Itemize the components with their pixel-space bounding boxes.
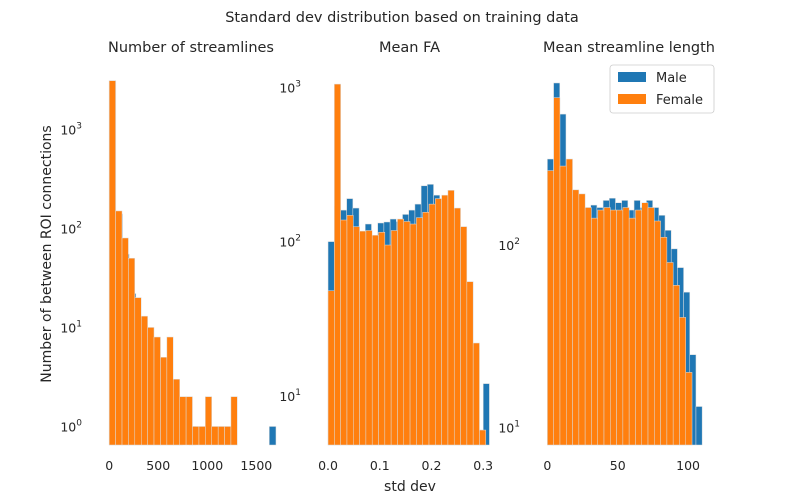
- bar-female-number-of-streamlines: [115, 210, 123, 446]
- x-axis-label: std dev: [384, 479, 436, 495]
- bar-female-mean-streamline-length: [641, 202, 649, 446]
- bar-female-mean-streamline-length: [660, 236, 668, 446]
- bar-female-mean-fa: [327, 290, 335, 446]
- bar-female-number-of-streamlines: [141, 315, 148, 446]
- bar-female-mean-fa: [403, 221, 411, 446]
- legend-swatch-female: [618, 94, 646, 104]
- x-tick-label-mean-streamline-length: 50: [610, 458, 626, 473]
- bar-female-mean-streamline-length: [679, 317, 686, 446]
- bar-female-mean-fa: [435, 198, 442, 446]
- x-tick-label-number-of-streamlines: 1000: [191, 458, 223, 473]
- panel-title-mean-streamline-length: Mean streamline length: [543, 40, 715, 56]
- bar-female-mean-fa: [416, 217, 423, 446]
- bar-female-mean-fa: [334, 83, 341, 446]
- bar-female-mean-streamline-length: [566, 158, 573, 446]
- legend: Male Female: [609, 64, 715, 114]
- bar-female-mean-fa: [384, 244, 392, 446]
- x-tick-label-mean-streamline-length: 0: [543, 458, 551, 473]
- bar-female-mean-streamline-length: [559, 165, 567, 446]
- panel-title-mean-fa: Mean FA: [379, 40, 440, 56]
- bar-female-number-of-streamlines: [166, 336, 174, 446]
- bar-female-mean-fa: [472, 342, 480, 446]
- bar-female-number-of-streamlines: [128, 257, 136, 446]
- bar-female-number-of-streamlines: [224, 426, 232, 446]
- bar-female-mean-fa: [441, 194, 449, 446]
- bar-female-mean-streamline-length: [647, 207, 655, 446]
- bar-female-number-of-streamlines: [153, 336, 161, 446]
- y-axis-label: Number of between ROI connections: [39, 125, 55, 382]
- figure-suptitle: Standard dev distribution based on train…: [225, 10, 579, 26]
- bar-female-number-of-streamlines: [147, 327, 155, 446]
- bar-female-mean-streamline-length: [622, 207, 630, 446]
- bar-female-mean-streamline-length: [635, 209, 642, 446]
- bar-female-number-of-streamlines: [185, 396, 193, 446]
- bar-female-number-of-streamlines: [192, 426, 200, 446]
- bar-male-number-of-streamlines: [269, 426, 277, 446]
- bar-female-mean-streamline-length: [616, 209, 624, 446]
- bar-female-number-of-streamlines: [217, 426, 225, 446]
- bar-female-number-of-streamlines: [172, 378, 180, 446]
- x-tick-label-mean-fa: 0.0: [318, 458, 338, 473]
- bar-female-number-of-streamlines: [160, 356, 168, 446]
- bar-female-mean-fa: [340, 219, 348, 446]
- bar-female-number-of-streamlines: [211, 426, 219, 446]
- x-tick-label-number-of-streamlines: 500: [146, 458, 170, 473]
- bar-female-mean-streamline-length: [654, 220, 661, 446]
- bar-female-number-of-streamlines: [205, 396, 212, 446]
- bar-female-number-of-streamlines: [179, 396, 187, 446]
- bar-male-mean-fa: [482, 383, 490, 446]
- bar-female-mean-streamline-length: [572, 189, 580, 446]
- x-tick-label-number-of-streamlines: 0: [105, 458, 113, 473]
- bar-female-mean-streamline-length: [672, 285, 680, 446]
- bar-female-mean-streamline-length: [553, 97, 561, 446]
- bar-female-mean-fa: [353, 226, 360, 446]
- bar-female-mean-streamline-length: [584, 207, 592, 446]
- bar-female-number-of-streamlines: [134, 297, 142, 446]
- bar-female-number-of-streamlines: [108, 80, 116, 446]
- bar-female-mean-streamline-length: [603, 207, 611, 446]
- bar-female-mean-streamline-length: [591, 217, 598, 446]
- bar-female-mean-streamline-length: [610, 209, 617, 446]
- bar-female-number-of-streamlines: [230, 396, 238, 446]
- bar-female-mean-fa: [428, 203, 436, 446]
- bar-male-mean-streamline-length: [695, 406, 703, 446]
- legend-label-male: Male: [656, 71, 687, 86]
- bar-female-mean-streamline-length: [666, 262, 674, 446]
- legend-swatch-male: [618, 72, 646, 82]
- bar-female-mean-streamline-length: [628, 217, 636, 446]
- x-tick-label-mean-fa: 0.2: [422, 458, 442, 473]
- legend-label-female: Female: [656, 93, 703, 108]
- bar-female-mean-fa: [359, 230, 367, 446]
- bar-female-mean-fa: [371, 234, 379, 446]
- bar-female-mean-fa: [346, 215, 354, 446]
- bar-female-mean-fa: [479, 429, 487, 446]
- bar-female-mean-streamline-length: [685, 372, 693, 446]
- bar-female-mean-fa: [460, 226, 468, 446]
- x-tick-label-mean-streamline-length: 100: [676, 458, 700, 473]
- bar-female-mean-fa: [365, 230, 373, 446]
- bar-female-number-of-streamlines: [121, 237, 129, 446]
- x-tick-label-mean-fa: 0.3: [473, 458, 493, 473]
- bar-female-mean-fa: [466, 281, 474, 446]
- bar-female-mean-streamline-length: [547, 170, 554, 446]
- panel-title-number-of-streamlines: Number of streamlines: [108, 40, 274, 56]
- bar-female-number-of-streamlines: [198, 426, 206, 446]
- bar-female-mean-fa: [422, 211, 430, 446]
- bar-female-mean-fa: [378, 231, 386, 446]
- x-tick-label-mean-fa: 0.1: [370, 458, 390, 473]
- bar-female-mean-fa: [390, 230, 398, 446]
- bar-female-mean-fa: [447, 190, 455, 446]
- bar-female-mean-streamline-length: [578, 193, 586, 446]
- x-tick-label-number-of-streamlines: 1500: [240, 458, 272, 473]
- bar-female-mean-streamline-length: [597, 209, 605, 446]
- bar-female-mean-fa: [397, 218, 405, 446]
- bar-female-mean-fa: [453, 207, 461, 446]
- bar-female-mean-fa: [409, 223, 417, 446]
